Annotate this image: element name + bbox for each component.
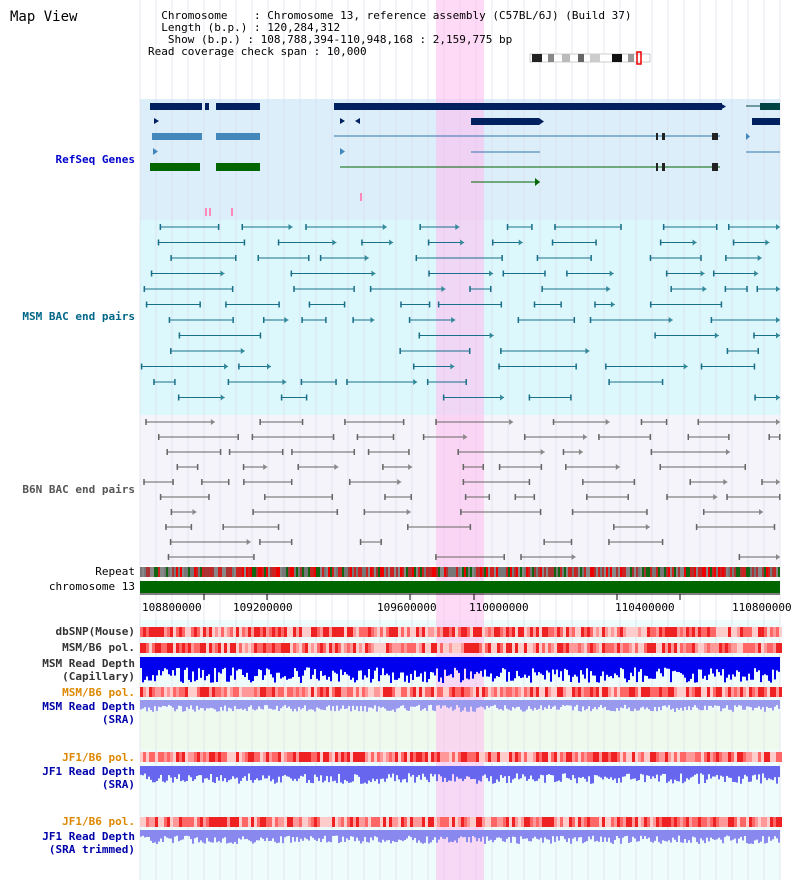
show-key: Show (b.p.)	[167, 33, 241, 46]
track-label-msm-bac: MSM BAC end pairs	[22, 310, 135, 323]
track-label-dbsnp: dbSNP(Mouse)	[55, 625, 135, 638]
track-label-capillary: (Capillary)	[62, 670, 135, 683]
track-label-msm-sra: (SRA)	[101, 713, 135, 726]
chromosome-row: Chromosome : Chromosome 13, reference as…	[161, 9, 632, 22]
polymorphism-tracks	[140, 627, 782, 827]
header-info: Chromosome : Chromosome 13, reference as…	[148, 10, 631, 58]
page-title: Map View	[10, 9, 78, 25]
gridlines	[139, 0, 781, 880]
track-label-msm-b6-pol-2: MSM/B6 pol.	[62, 686, 135, 699]
coverage-value: 10,000	[326, 45, 367, 58]
chromosome-ideogram[interactable]	[529, 51, 651, 65]
track-label-msm-b6-pol-1: MSM/B6 pol.	[62, 641, 135, 654]
chromosome-bar	[140, 581, 780, 593]
track-label-refseq: RefSeq Genes	[55, 153, 135, 166]
ruler-tick-2: 109200000	[233, 601, 293, 614]
track-label-jf1-sra-trimmed: (SRA trimmed)	[48, 843, 135, 856]
length-row: Length (b.p.) : 120,284,312	[161, 21, 341, 34]
track-label-jf1-read-depth-sra: JF1 Read Depth	[42, 765, 135, 778]
repeat-track	[140, 567, 780, 577]
coverage-row: Read coverage check span : 10,000	[148, 45, 367, 58]
selected-region-highlight	[436, 0, 484, 880]
show-value: 108,788,394-110,948,168 : 2,159,775 bp	[260, 33, 513, 46]
ruler-tick-3: 109600000	[377, 601, 437, 614]
ruler-tick-5: 110400000	[615, 601, 675, 614]
chromosome-key: Chromosome	[161, 9, 228, 22]
track-label-jf1-read-depth-trim: JF1 Read Depth	[42, 830, 135, 843]
refseq-genes-track[interactable]	[150, 103, 780, 216]
show-row: Show (b.p.) : 108,788,394-110,948,168 : …	[167, 33, 513, 46]
ruler-tick-6: 110800000	[732, 601, 792, 614]
b6n-bac-pairs[interactable]	[143, 419, 781, 560]
ruler-tick-1: 108800000	[142, 601, 202, 614]
length-value: 120,284,312	[267, 21, 341, 34]
track-label-msm-read-depth-sra: MSM Read Depth	[42, 700, 135, 713]
ruler-tick-4: 110000000	[469, 601, 529, 614]
ruler	[140, 593, 780, 600]
track-label-jf1-b6-pol-1: JF1/B6 pol.	[62, 751, 135, 764]
track-label-msm-read-depth-cap: MSM Read Depth	[42, 657, 135, 670]
read-depth-tracks	[140, 657, 780, 844]
track-label-repeat: Repeat	[95, 565, 135, 578]
msm-bac-pairs[interactable]	[140, 224, 780, 401]
chromosome-value: Chromosome 13, reference assembly (C57BL…	[267, 9, 632, 22]
length-key: Length (b.p.)	[161, 21, 248, 34]
track-label-chromosome: chromosome 13	[48, 580, 135, 593]
track-label-b6n-bac: B6N BAC end pairs	[22, 483, 135, 496]
track-label-jf1-b6-pol-2: JF1/B6 pol.	[62, 815, 135, 828]
track-label-jf1-sra: (SRA)	[101, 778, 135, 791]
coverage-key: Read coverage check span	[148, 45, 307, 58]
